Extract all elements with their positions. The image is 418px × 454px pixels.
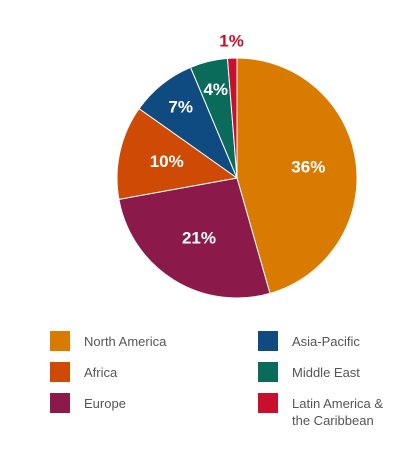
pie-slice <box>118 177 271 299</box>
legend-label: Africa <box>84 365 118 380</box>
legend-swatch <box>258 331 278 351</box>
legend-label: Middle East <box>292 365 360 380</box>
data-label: 1% <box>219 32 244 51</box>
legend-label: North America <box>84 334 167 349</box>
legend-swatch <box>258 393 278 413</box>
data-label: 10% <box>150 152 184 171</box>
legend-swatch <box>258 362 278 382</box>
pie-slice <box>116 107 239 200</box>
data-label: 36% <box>291 157 325 176</box>
legend-item: North America <box>50 331 200 351</box>
legend-swatch <box>50 331 70 351</box>
pie-area: 36% 21% 10% 7% 4% 1% <box>116 32 358 299</box>
data-label: 4% <box>203 80 228 99</box>
legend-item: Africa <box>50 362 200 382</box>
legend-label: Asia-Pacific <box>292 334 360 349</box>
legend-swatch <box>50 393 70 413</box>
legend-item: Latin America & the Caribbean <box>258 393 408 429</box>
legend-label: Europe <box>84 396 126 411</box>
legend-label: Latin America & the Caribbean <box>292 396 384 428</box>
legend-swatch <box>50 362 70 382</box>
data-label: 7% <box>168 97 193 116</box>
data-label: 21% <box>182 229 216 248</box>
legend-item: Asia-Pacific <box>258 331 408 351</box>
pie-slice <box>236 57 358 294</box>
legend-item: Middle East <box>258 362 408 382</box>
pie-slice <box>226 57 238 179</box>
legend-item: Europe <box>50 393 200 413</box>
